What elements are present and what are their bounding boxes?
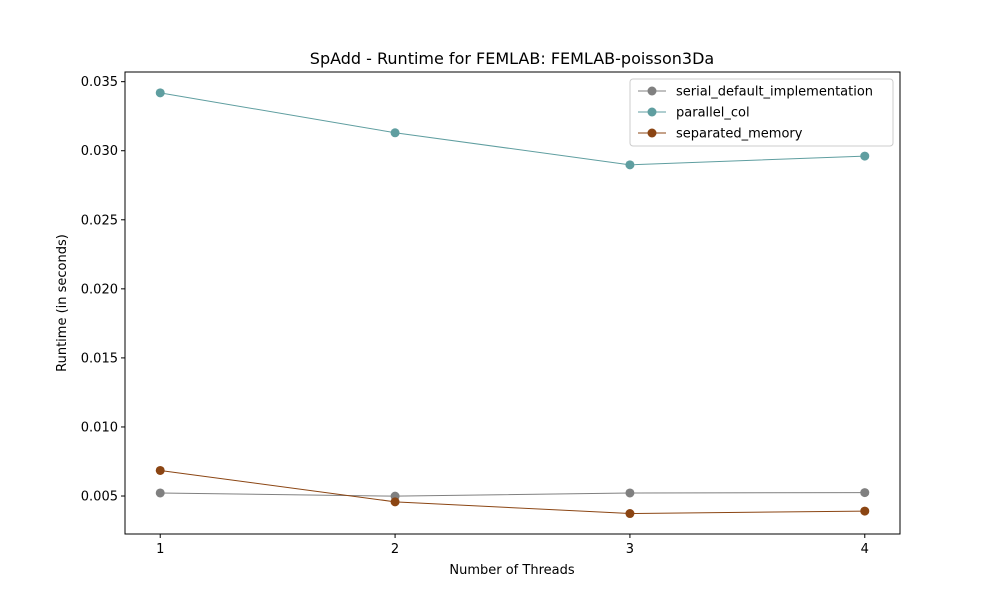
series-line-separated_memory xyxy=(160,469,865,515)
legend-box xyxy=(629,78,894,147)
data-point-serial_default_implementation xyxy=(860,488,870,498)
y-axis-title: Runtime (in seconds) xyxy=(55,234,70,372)
legend-marker-parallel_col xyxy=(647,107,657,117)
data-point-parallel_col xyxy=(625,160,635,170)
legend-marker-serial_default_implementation xyxy=(647,86,657,96)
y-tick-label: 0.025 xyxy=(81,213,118,228)
data-point-serial_default_implementation xyxy=(155,488,165,498)
legend-label-serial_default_implementation: serial_default_implementation xyxy=(676,85,873,100)
data-point-parallel_col xyxy=(390,128,400,138)
y-tick-label: 0.035 xyxy=(81,75,118,90)
x-tick-label: 1 xyxy=(156,542,164,557)
x-axis: 1 2 3 4 xyxy=(156,534,869,557)
y-axis: 0.005 0.010 0.015 0.020 0.025 0.030 0.035 xyxy=(81,75,125,505)
y-tick-label: 0.010 xyxy=(81,420,118,435)
data-point-separated_memory xyxy=(860,506,870,516)
y-tick-label: 0.020 xyxy=(81,282,118,297)
series-line-parallel_col xyxy=(160,92,865,166)
plot-area-frame xyxy=(124,71,901,535)
y-tick-label: 0.005 xyxy=(81,490,118,505)
data-point-serial_default_implementation xyxy=(625,488,635,498)
x-tick-label: 4 xyxy=(861,542,869,557)
data-point-separated_memory xyxy=(155,465,165,475)
x-tick-label: 2 xyxy=(391,542,399,557)
legend-label-separated_memory: separated_memory xyxy=(676,127,803,142)
data-point-separated_memory xyxy=(390,497,400,507)
series-layer xyxy=(155,88,870,519)
series-line-serial_default_implementation xyxy=(160,492,865,497)
legend-label-parallel_col: parallel_col xyxy=(676,106,750,121)
data-point-parallel_col xyxy=(860,151,870,161)
data-point-parallel_col xyxy=(155,88,165,98)
legend-marker-separated_memory xyxy=(647,128,657,138)
y-tick-label: 0.015 xyxy=(81,351,118,366)
chart-title: SpAdd - Runtime for FEMLAB: FEMLAB-poiss… xyxy=(310,49,714,68)
legend: serial_default_implementation parallel_co… xyxy=(629,78,894,147)
x-tick-label: 3 xyxy=(626,542,634,557)
y-tick-label: 0.030 xyxy=(81,144,118,159)
x-axis-title: Number of Threads xyxy=(449,563,574,578)
data-point-separated_memory xyxy=(625,509,635,519)
